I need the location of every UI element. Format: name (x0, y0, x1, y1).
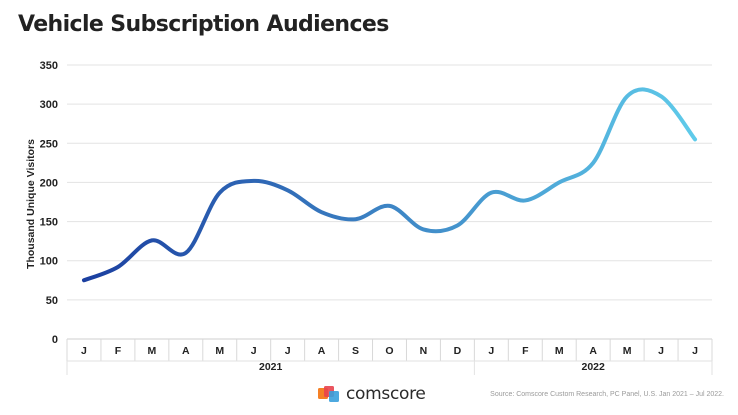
y-tick-label: 250 (40, 138, 58, 150)
y-tick-label: 100 (40, 256, 58, 268)
year-group-label: 2021 (259, 361, 283, 373)
source-note: Source: Comscore Custom Research, PC Pan… (490, 391, 724, 398)
series (81, 87, 698, 283)
y-tick-label: 300 (40, 99, 58, 111)
x-tick-label: F (115, 345, 122, 357)
x-tick-label: J (285, 345, 291, 357)
data-point (659, 94, 663, 98)
series-line (81, 87, 698, 283)
data-point (693, 137, 697, 141)
year-group-label: 2022 (582, 361, 606, 373)
y-axis-ticks: 0 50 100 150 200 250 300 350 (40, 60, 58, 346)
gridlines (67, 64, 712, 301)
data-point (489, 191, 493, 195)
x-tick-label: J (658, 345, 664, 357)
y-tick-label: 350 (40, 60, 58, 72)
comscore-logo: comscore (318, 384, 426, 404)
x-tick-label: M (147, 345, 156, 357)
x-tick-label: J (81, 345, 87, 357)
data-point (523, 198, 527, 202)
x-tick-label: M (215, 345, 224, 357)
y-axis-label: Thousand Unique Visitors (25, 139, 37, 269)
data-point (557, 180, 561, 184)
x-tick-label: S (352, 345, 359, 357)
data-point (320, 210, 324, 214)
x-tick-label: F (522, 345, 529, 357)
data-point (116, 265, 120, 269)
y-tick-label: 200 (40, 177, 58, 189)
x-tick-label: O (385, 345, 393, 357)
data-point (354, 217, 358, 221)
data-point (388, 204, 392, 208)
x-tick-label: J (488, 345, 494, 357)
logo-text: comscore (346, 384, 426, 404)
data-point (82, 278, 86, 282)
data-point (150, 238, 154, 242)
data-point (184, 251, 188, 255)
data-point (455, 223, 459, 227)
data-point (218, 191, 222, 195)
y-tick-label: 0 (52, 334, 58, 346)
x-tick-label: A (182, 345, 190, 357)
data-point (252, 179, 256, 183)
x-tick-label: D (454, 345, 462, 357)
y-tick-label: 50 (46, 295, 58, 307)
comscore-logo-icon (318, 386, 339, 402)
x-tick-label: A (318, 345, 326, 357)
x-tick-label: M (555, 345, 564, 357)
data-point (421, 227, 425, 231)
data-point (286, 188, 290, 192)
chart-title: Vehicle Subscription Audiences (18, 12, 389, 37)
data-point (625, 94, 629, 98)
data-point (591, 161, 595, 165)
y-tick-label: 150 (40, 217, 58, 229)
x-tick-label: J (692, 345, 698, 357)
x-tick-label: A (589, 345, 597, 357)
x-tick-label: M (623, 345, 632, 357)
x-tick-label: J (251, 345, 257, 357)
x-tick-label: N (420, 345, 428, 357)
